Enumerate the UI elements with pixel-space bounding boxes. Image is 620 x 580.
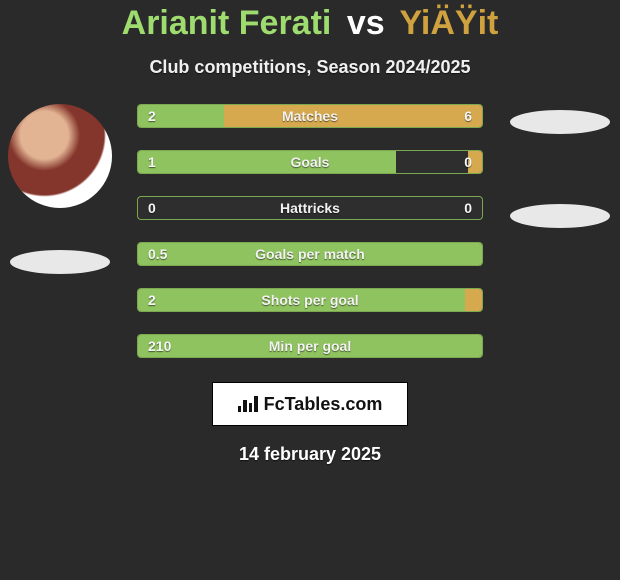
bar-value-right: 0 (464, 200, 472, 216)
bar-value-right: 0 (464, 154, 472, 170)
bar-min-per-goal: 210 Min per goal (137, 334, 483, 358)
bar-value-left: 0 (148, 200, 156, 216)
bar-value-left: 2 (148, 292, 156, 308)
bar-goals-per-match: 0.5 Goals per match (137, 242, 483, 266)
vs-text: vs (347, 4, 385, 42)
bar-fill-left (138, 151, 396, 173)
bar-matches: 2 Matches 6 (137, 104, 483, 128)
page-title: Arianit Ferati vs YiÄŸit (0, 4, 620, 43)
bar-value-left: 210 (148, 338, 171, 354)
bar-value-right: 6 (464, 108, 472, 124)
player2-name: YiÄŸit (399, 4, 498, 42)
right-column (508, 104, 612, 228)
date: 14 february 2025 (0, 444, 620, 465)
bar-fill-right (224, 105, 482, 127)
container: Arianit Ferati vs YiÄŸit Club competitio… (0, 0, 620, 580)
player1-name: Arianit Ferati (122, 4, 332, 42)
bar-value-left: 0.5 (148, 246, 167, 262)
main-content: 2 Matches 6 1 Goals 0 0 Hattricks 0 (0, 104, 620, 358)
bar-value-left: 2 (148, 108, 156, 124)
chart-icon (238, 396, 258, 412)
bar-label: Min per goal (269, 338, 351, 354)
player1-name-placeholder (10, 250, 110, 274)
bar-label: Shots per goal (261, 292, 358, 308)
logo-badge: FcTables.com (212, 382, 408, 426)
bar-label: Goals per match (255, 246, 365, 262)
bar-label: Hattricks (280, 200, 340, 216)
left-column (8, 104, 112, 274)
bar-fill-right (465, 289, 482, 311)
bar-label: Matches (282, 108, 338, 124)
player2-avatar-placeholder (510, 110, 610, 134)
player1-avatar (8, 104, 112, 208)
subtitle: Club competitions, Season 2024/2025 (0, 57, 620, 78)
bar-hattricks: 0 Hattricks 0 (137, 196, 483, 220)
bar-label: Goals (291, 154, 330, 170)
bar-value-left: 1 (148, 154, 156, 170)
stat-bars: 2 Matches 6 1 Goals 0 0 Hattricks 0 (137, 104, 483, 358)
bar-goals: 1 Goals 0 (137, 150, 483, 174)
bar-shots-per-goal: 2 Shots per goal (137, 288, 483, 312)
logo-text: FcTables.com (264, 394, 383, 415)
player2-name-placeholder (510, 204, 610, 228)
